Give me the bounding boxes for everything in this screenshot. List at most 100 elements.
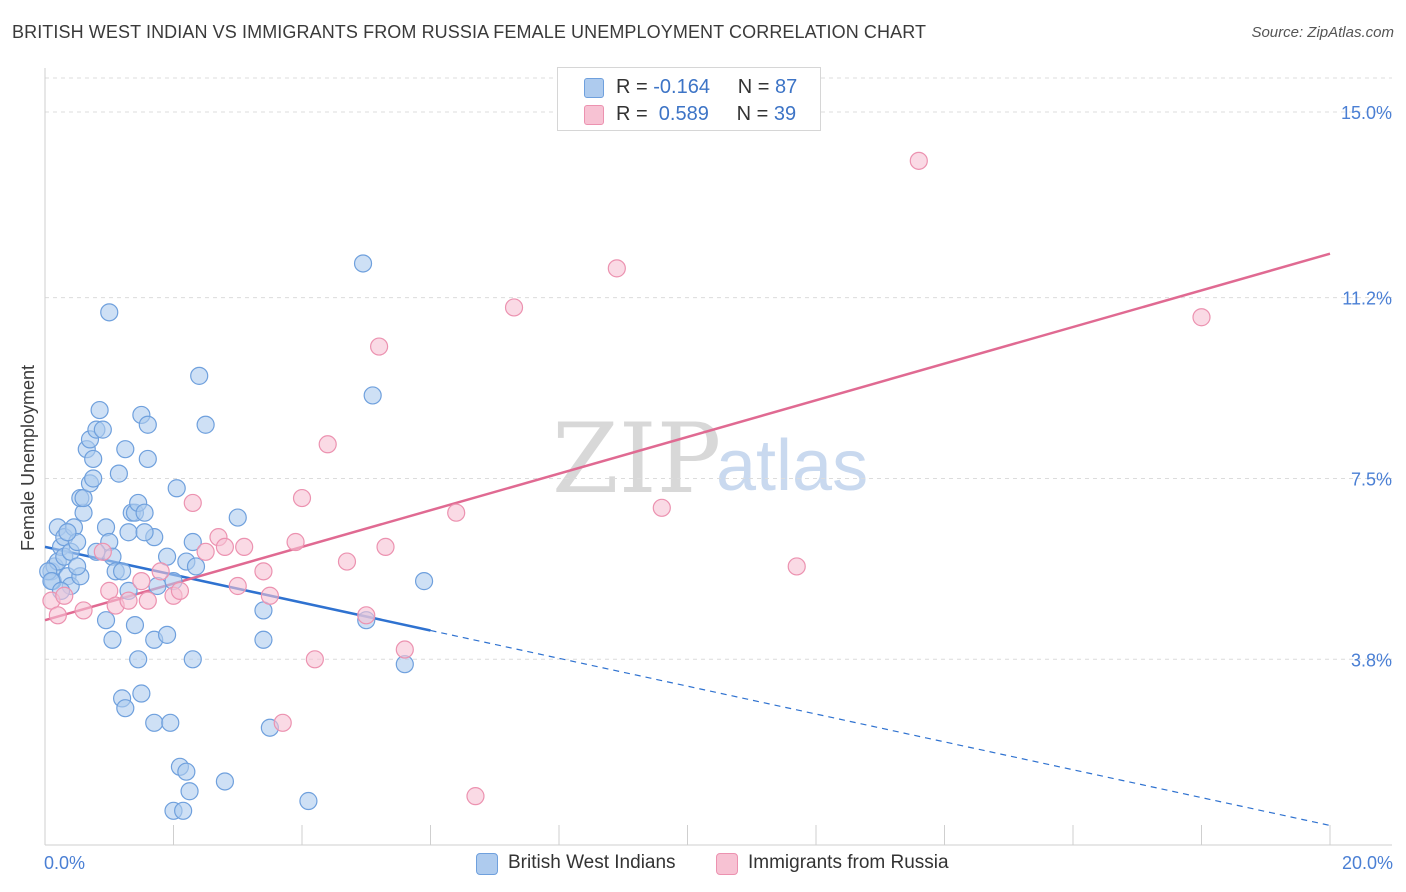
point-immigrants-from-russia <box>1192 308 1211 327</box>
point-british-west-indians <box>414 572 434 591</box>
y-tick-label: 7.5% <box>1351 469 1392 489</box>
point-british-west-indians <box>161 713 180 732</box>
point-immigrants-from-russia <box>74 601 93 620</box>
point-british-west-indians <box>228 508 247 527</box>
legend-n-label: N = <box>737 76 770 98</box>
bottom-legend-label: British West Indians <box>508 852 676 873</box>
point-british-west-indians <box>157 625 177 644</box>
point-british-west-indians <box>215 772 234 791</box>
bottom-legend-label: Immigrants from Russia <box>748 852 949 873</box>
point-immigrants-from-russia <box>183 493 202 513</box>
point-british-west-indians <box>96 518 116 537</box>
axes <box>44 68 1392 846</box>
y-tick-label: 15.0% <box>1341 103 1392 123</box>
legend-n-value: 39 <box>773 103 797 125</box>
point-british-west-indians <box>190 366 209 385</box>
point-immigrants-from-russia <box>318 435 337 454</box>
point-immigrants-from-russia <box>652 498 671 517</box>
point-immigrants-from-russia <box>55 586 74 605</box>
point-british-west-indians <box>103 630 122 649</box>
point-british-west-indians <box>135 503 154 522</box>
point-immigrants-from-russia <box>93 542 112 561</box>
point-immigrants-from-russia <box>48 606 67 625</box>
point-british-west-indians <box>129 650 148 669</box>
point-british-west-indians <box>299 791 318 811</box>
trend-lines <box>44 252 1331 827</box>
point-british-west-indians <box>84 469 103 488</box>
watermark: ZIP atlas <box>552 403 868 515</box>
point-british-west-indians <box>363 386 382 405</box>
point-british-west-indians <box>125 615 145 635</box>
point-immigrants-from-russia <box>132 572 151 591</box>
point-immigrants-from-russia <box>196 542 215 561</box>
point-immigrants-from-russia <box>273 713 292 732</box>
point-british-west-indians <box>68 557 87 576</box>
point-british-west-indians <box>167 479 186 498</box>
point-immigrants-from-russia <box>395 640 414 659</box>
legend-n-value: 87 <box>775 76 798 98</box>
gridlines <box>45 77 1392 660</box>
legend-r-value: -0.164 <box>653 76 710 98</box>
watermark-atlas: atlas <box>716 426 868 506</box>
point-british-west-indians <box>119 523 138 542</box>
point-immigrants-from-russia <box>228 576 247 596</box>
point-british-west-indians <box>100 303 119 322</box>
point-immigrants-from-russia <box>119 591 138 610</box>
point-immigrants-from-russia <box>337 552 357 571</box>
point-immigrants-from-russia <box>466 787 485 806</box>
point-immigrants-from-russia <box>787 557 806 576</box>
point-immigrants-from-russia <box>235 537 254 557</box>
point-immigrants-from-russia <box>370 337 389 356</box>
point-british-west-indians <box>148 576 167 596</box>
x-tick-label-max: 20.0% <box>1342 853 1393 873</box>
source-label[interactable]: Source: ZipAtlas.com <box>1251 24 1394 41</box>
chart-title: BRITISH WEST INDIAN VS IMMIGRANTS FROM R… <box>12 22 927 42</box>
point-immigrants-from-russia <box>151 562 170 581</box>
y-tick-label: 3.8% <box>1351 650 1392 670</box>
point-british-west-indians <box>145 713 164 732</box>
y-tick-label: 11.2% <box>1342 289 1392 309</box>
point-immigrants-from-russia <box>305 650 324 669</box>
point-british-west-indians <box>58 523 77 542</box>
point-immigrants-from-russia <box>376 537 395 557</box>
watermark-zip: ZIP <box>552 403 721 515</box>
tick-labels: 3.8% 7.5% 11.2% 15.0% 0.0% 20.0% <box>44 103 1393 873</box>
point-british-west-indians <box>116 699 135 718</box>
point-british-west-indians <box>183 650 202 669</box>
legend-r-label: R = <box>616 103 648 125</box>
data-points <box>39 151 1211 820</box>
point-british-west-indians <box>116 440 135 459</box>
point-immigrants-from-russia <box>170 581 190 600</box>
point-immigrants-from-russia <box>447 503 466 522</box>
bottom-legend-swatch-pink <box>716 853 738 875</box>
bottom-legend-swatch-blue <box>476 853 498 875</box>
point-british-west-indians <box>180 782 199 801</box>
point-immigrants-from-russia <box>260 586 279 605</box>
point-immigrants-from-russia <box>357 606 376 625</box>
legend-r-value: 0.589 <box>653 103 709 125</box>
point-immigrants-from-russia <box>909 151 928 170</box>
point-british-west-indians <box>112 562 132 581</box>
point-immigrants-from-russia <box>286 532 305 552</box>
point-british-west-indians <box>109 464 128 483</box>
point-british-west-indians <box>177 762 196 781</box>
point-immigrants-from-russia <box>254 562 273 581</box>
legend-r-label: R = <box>616 76 648 98</box>
point-british-west-indians <box>183 532 202 552</box>
point-immigrants-from-russia <box>607 259 626 278</box>
point-immigrants-from-russia <box>138 591 157 610</box>
point-british-west-indians <box>96 611 116 630</box>
point-british-west-indians <box>174 801 193 820</box>
point-immigrants-from-russia <box>292 488 312 508</box>
point-immigrants-from-russia <box>215 537 234 557</box>
point-british-west-indians <box>138 415 157 434</box>
point-british-west-indians <box>186 557 206 576</box>
point-british-west-indians <box>138 449 157 469</box>
y-axis-label: Female Unemployment <box>18 365 38 551</box>
correlation-legend: R = -0.164 N = 87 R = 0.589 N = 39 <box>557 67 821 131</box>
trend-line-immigrants-from-russia <box>44 252 1331 622</box>
point-british-west-indians <box>196 415 215 434</box>
point-british-west-indians <box>254 630 273 649</box>
point-british-west-indians <box>353 254 373 273</box>
